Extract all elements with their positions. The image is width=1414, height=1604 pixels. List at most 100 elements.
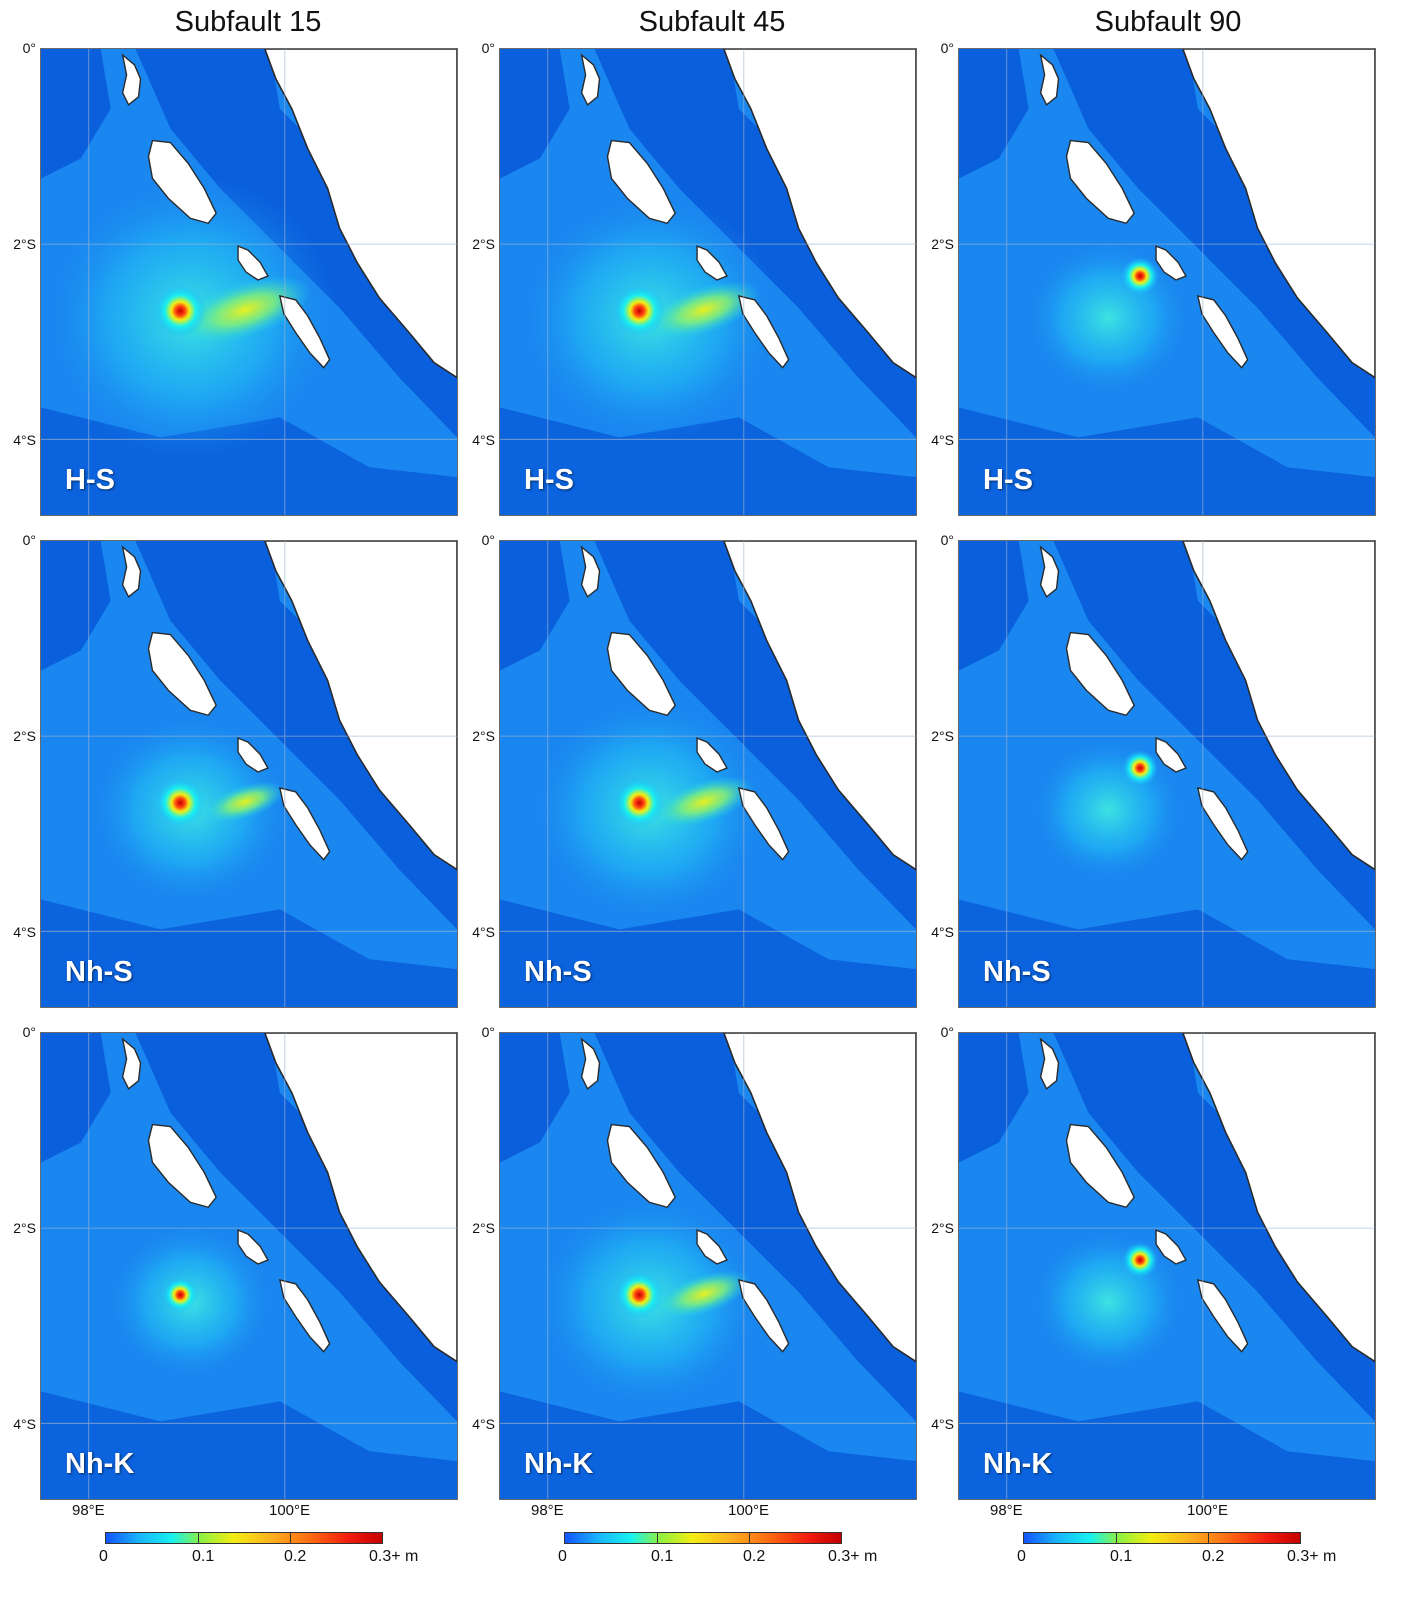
model-label: Nh-K xyxy=(983,1448,1053,1480)
island-north xyxy=(1039,545,1060,598)
island-siberut xyxy=(1196,786,1249,861)
island-north xyxy=(121,53,142,106)
island-batu xyxy=(1155,737,1187,773)
colorbar-tick-label: 0.1 xyxy=(192,1548,215,1565)
island-siberut xyxy=(737,786,790,861)
island-nias xyxy=(606,1123,676,1209)
colorbar-tick xyxy=(290,1532,291,1544)
latitude-tick-label: 4°S xyxy=(472,924,495,940)
map-panel: Nh-S xyxy=(40,540,458,1008)
deep-ocean-basin xyxy=(41,1391,457,1499)
column-title-subfault-45: Subfault 45 xyxy=(638,6,786,38)
deep-ocean-basin xyxy=(500,1033,570,1163)
longitude-tick-label: 98°E xyxy=(531,1502,564,1519)
source-hotspot xyxy=(614,777,665,828)
deep-ocean-basin xyxy=(41,49,111,179)
deep-ocean-basin xyxy=(41,899,457,1007)
longitude-tick-label: 100°E xyxy=(728,1502,770,1519)
island-nias xyxy=(1065,1123,1135,1209)
map-panel: Nh-K xyxy=(499,1032,917,1500)
map-panel: H-S xyxy=(499,48,917,516)
tsunami-amplitude-map xyxy=(500,49,916,515)
colorbar-tick xyxy=(1208,1532,1209,1544)
mainland-land xyxy=(1182,1033,1375,1363)
island-nias xyxy=(1065,631,1135,717)
tsunami-amplitude-map xyxy=(41,49,457,515)
latitude-tick-label: 0° xyxy=(22,532,36,548)
source-hotspot xyxy=(1122,750,1159,786)
colorbar-tick-label: 0 xyxy=(558,1548,567,1565)
mainland-land xyxy=(264,541,457,871)
graticule xyxy=(959,49,1375,515)
latitude-tick-label: 0° xyxy=(940,40,954,56)
island-nias xyxy=(147,1123,217,1209)
source-hotspot xyxy=(613,284,666,337)
tsunami-amplitude-map xyxy=(959,49,1375,515)
island-batu xyxy=(237,1229,269,1265)
colorbar-tick-label: 0.3+ m xyxy=(369,1548,419,1565)
longitude-tick-label: 100°E xyxy=(269,1502,311,1519)
mainland-land xyxy=(1182,49,1375,379)
map-panel: H-S xyxy=(40,48,458,516)
latitude-tick-label: 2°S xyxy=(931,1220,954,1236)
source-hotspot xyxy=(155,777,206,828)
deep-ocean-basin xyxy=(41,541,111,671)
wave-plume xyxy=(204,781,286,823)
colorbar xyxy=(105,1532,383,1544)
colorbar-tick xyxy=(657,1532,658,1544)
mainland-land xyxy=(264,49,457,379)
island-nias xyxy=(147,631,217,717)
latitude-tick-label: 2°S xyxy=(472,1220,495,1236)
island-batu xyxy=(696,1229,728,1265)
island-north xyxy=(580,1037,601,1090)
colorbar-tick-label: 0.3+ m xyxy=(1287,1548,1337,1565)
deep-ocean-basin xyxy=(959,541,1029,671)
island-batu xyxy=(237,245,269,281)
map-panel: Nh-K xyxy=(40,1032,458,1500)
latitude-tick-label: 0° xyxy=(940,532,954,548)
map-panel: H-S xyxy=(958,48,1376,516)
graticule xyxy=(959,1033,1375,1499)
wave-plume xyxy=(647,280,761,339)
model-label: Nh-K xyxy=(524,1448,594,1480)
colorbar-tick-label: 0.1 xyxy=(651,1548,674,1565)
graticule xyxy=(41,1033,457,1499)
deep-ocean-basin xyxy=(594,541,916,930)
source-hotspot xyxy=(1121,257,1160,295)
model-label: H-S xyxy=(524,464,574,496)
source-hotspot xyxy=(615,1270,664,1319)
island-siberut xyxy=(278,294,331,369)
wave-plume xyxy=(657,1269,751,1318)
island-siberut xyxy=(278,786,331,861)
latitude-tick-label: 4°S xyxy=(13,1416,36,1432)
map-panel: Nh-S xyxy=(958,540,1376,1008)
graticule xyxy=(500,541,916,1007)
island-batu xyxy=(696,245,728,281)
tsunami-amplitude-map xyxy=(959,541,1375,1007)
colorbar-tick-label: 0 xyxy=(99,1548,108,1565)
tsunami-amplitude-map xyxy=(959,1033,1375,1499)
mainland-land xyxy=(1182,541,1375,871)
island-batu xyxy=(1155,1229,1187,1265)
island-north xyxy=(580,53,601,106)
deep-ocean-basin xyxy=(135,1033,457,1422)
deep-ocean-basin xyxy=(959,49,1029,179)
column-title-subfault-15: Subfault 15 xyxy=(174,6,322,38)
deep-ocean-basin xyxy=(959,407,1375,515)
source-hotspot xyxy=(162,1276,199,1313)
latitude-tick-label: 4°S xyxy=(472,432,495,448)
graticule xyxy=(41,541,457,1007)
tsunami-amplitude-map xyxy=(500,1033,916,1499)
latitude-tick-label: 4°S xyxy=(13,924,36,940)
tsunami-amplitude-map xyxy=(41,541,457,1007)
graticule xyxy=(500,1033,916,1499)
graticule xyxy=(41,49,457,515)
column-title-subfault-90: Subfault 90 xyxy=(1094,6,1242,38)
source-hotspot xyxy=(1122,1242,1159,1278)
latitude-tick-label: 0° xyxy=(481,1024,495,1040)
latitude-tick-label: 0° xyxy=(940,1024,954,1040)
map-panel: Nh-S xyxy=(499,540,917,1008)
latitude-tick-label: 0° xyxy=(481,40,495,56)
latitude-tick-label: 4°S xyxy=(931,924,954,940)
latitude-tick-label: 2°S xyxy=(13,236,36,252)
